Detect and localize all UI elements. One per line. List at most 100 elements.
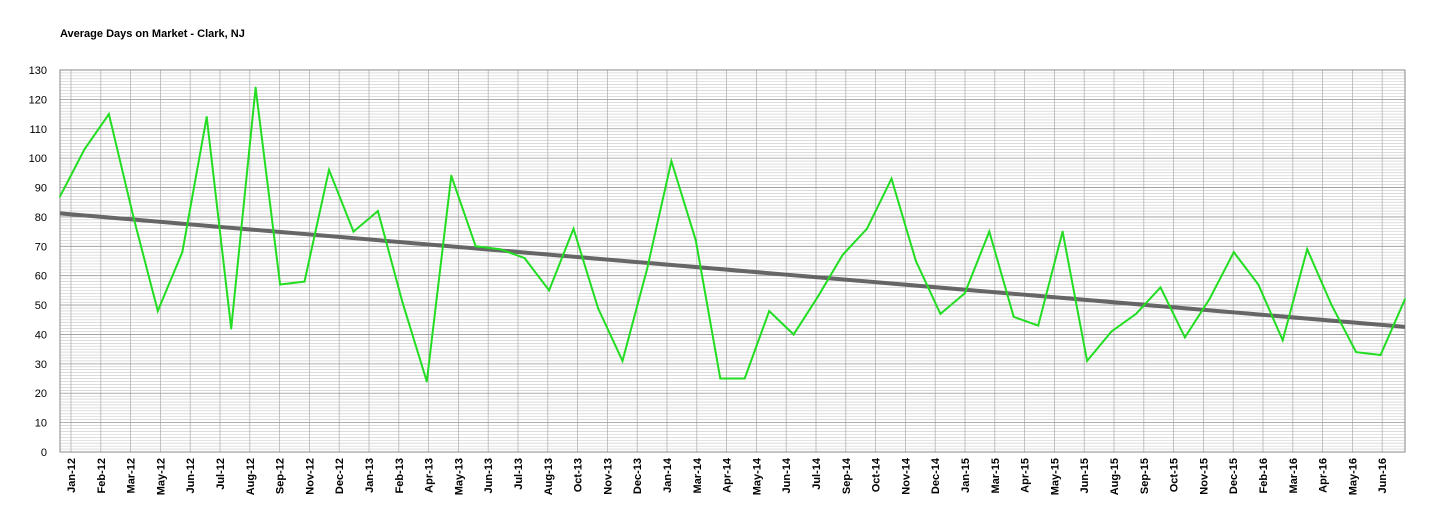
data-point [59,195,61,198]
y-tick-label: 0 [41,447,47,459]
data-point [474,245,477,248]
x-tick-label: Jun-13 [483,458,495,493]
x-tick-label: Oct-13 [573,458,585,492]
x-tick-label: Oct-14 [871,457,883,492]
data-point [1404,298,1406,301]
data-point [1306,248,1309,251]
x-tick-label: Aug-15 [1109,458,1121,495]
data-point [352,230,355,233]
x-tick-label: Aug-13 [543,458,555,495]
x-tick-label: Dec-15 [1228,458,1240,494]
x-tick-label: Feb-13 [394,458,406,493]
data-point [83,148,86,151]
x-tick-label: May-16 [1347,458,1359,495]
data-point [1135,312,1137,315]
y-tick-label: 50 [35,300,47,312]
data-point [1281,339,1284,342]
data-point [1379,354,1382,357]
data-point [401,301,404,304]
x-tick-label: Dec-12 [334,458,346,494]
y-tick-label: 30 [35,359,47,371]
x-tick-label: Jan-14 [662,457,674,493]
x-tick-label: Jan-15 [960,458,972,493]
y-tick-label: 80 [35,212,47,224]
x-tick-label: Jan-13 [364,458,376,493]
data-point [890,177,893,180]
x-tick-label: May-14 [751,457,763,495]
x-tick-label: Aug-12 [245,458,257,495]
y-tick-label: 110 [29,124,47,136]
x-tick-label: Sep-14 [841,457,853,494]
x-tick-label: Apr-14 [722,457,734,493]
x-tick-label: Mar-12 [126,458,138,493]
data-point [621,359,624,362]
x-tick-label: Jun-15 [1079,458,1091,493]
data-point [1110,330,1113,333]
x-tick-label: Jul-12 [215,458,227,490]
data-point [1232,251,1235,254]
y-tick-label: 20 [35,388,47,400]
data-point [1061,230,1064,233]
data-point [499,248,502,251]
x-tick-label: Nov-13 [602,458,614,495]
x-tick-label: Mar-15 [990,458,1002,493]
data-point [132,215,135,218]
x-tick-label: Mar-16 [1288,458,1300,493]
x-tick-label: Apr-15 [1020,458,1032,493]
x-tick-label: Apr-13 [424,458,436,493]
data-point [1086,359,1089,362]
data-point [156,309,159,312]
data-point [254,86,257,89]
data-point [230,327,233,330]
data-point [694,239,697,242]
data-point [205,116,208,119]
data-point [328,168,330,171]
series-line [59,87,1406,382]
data-point [548,289,551,292]
y-tick-label: 90 [35,183,47,195]
data-point [988,230,991,233]
data-point [181,251,184,254]
x-tick-label: Jul-14 [811,457,823,490]
x-tick-label: Apr-16 [1318,458,1330,493]
plot-frame [59,69,1406,453]
x-tick-label: Feb-12 [96,458,108,493]
trend-line [59,211,1406,329]
x-tick-label: Nov-12 [304,458,316,495]
data-point [914,260,917,262]
x-tick-label: Jun-16 [1377,458,1389,493]
data-point [597,307,599,310]
x-tick-label: Jun-14 [781,457,793,493]
y-tick-label: 60 [35,271,47,283]
y-tick-label: 40 [35,329,47,341]
data-point [523,257,526,260]
data-point [279,283,282,286]
data-point [719,377,722,380]
x-tick-label: Oct-15 [1169,458,1181,492]
x-tick-label: Mar-14 [692,457,704,493]
y-tick-label: 70 [35,241,47,253]
data-point [1183,336,1186,339]
data-point [817,295,820,298]
data-point [425,380,428,383]
data-point [107,113,110,116]
x-tick-label: Dec-13 [632,458,644,494]
data-point [1330,304,1333,307]
data-point [1208,298,1211,301]
data-point [939,312,942,315]
data-point [450,174,453,177]
data-point [743,377,746,380]
data-point [1355,351,1358,354]
data-point [1159,286,1162,289]
y-tick-label: 100 [29,153,47,165]
x-tick-label: Jul-13 [513,458,525,490]
data-point [1012,315,1015,318]
data-point [645,268,648,271]
x-tick-label: Jan-12 [66,458,78,493]
x-tick-label: May-12 [155,458,167,495]
data-point [841,254,844,257]
x-tick-label: Dec-14 [930,457,942,494]
x-tick-label: Sep-12 [275,458,287,494]
